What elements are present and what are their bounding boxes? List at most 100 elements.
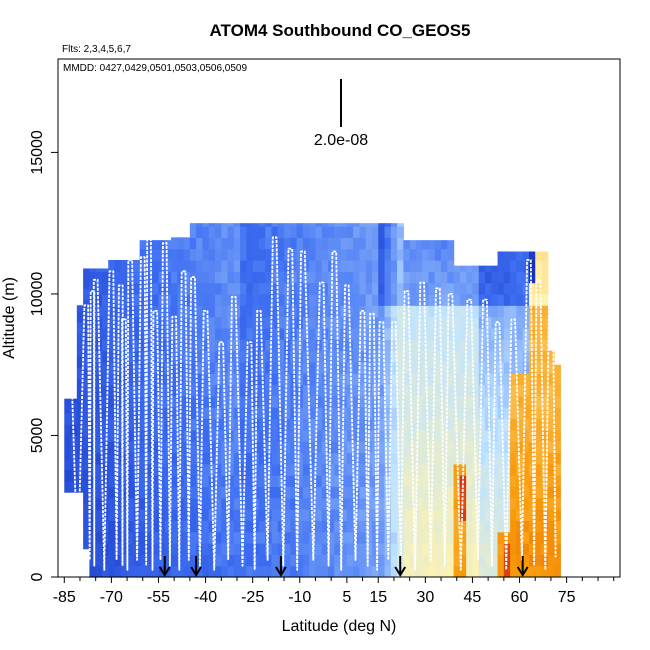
- heatmap-cell: [516, 418, 524, 431]
- heatmap-cell: [309, 339, 317, 352]
- heatmap-cell: [227, 441, 235, 454]
- heatmap-cell: [177, 543, 185, 555]
- heatmap-cell: [202, 395, 210, 408]
- heatmap-cell: [554, 497, 561, 510]
- heatmap-cell: [284, 463, 291, 476]
- heatmap-cell: [403, 240, 411, 250]
- heatmap-cell: [434, 418, 442, 431]
- heatmap-cell: [315, 305, 323, 318]
- heatmap-cell: [390, 418, 398, 431]
- heatmap-cell: [346, 282, 354, 295]
- heatmap-cell: [478, 305, 486, 318]
- heatmap-cell: [214, 271, 222, 284]
- heatmap-cell: [434, 327, 442, 340]
- heatmap-cell: [302, 237, 310, 250]
- heatmap-cell: [315, 226, 323, 238]
- heatmap-cell: [127, 350, 134, 363]
- heatmap-cell: [535, 305, 543, 318]
- heatmap-cell: [208, 407, 216, 420]
- heatmap-cell: [321, 361, 329, 374]
- heatmap-cell: [120, 282, 128, 295]
- heatmap-cell: [447, 565, 455, 578]
- heatmap-cell: [453, 316, 461, 329]
- heatmap-cell: [340, 237, 348, 250]
- heatmap-cell: [164, 543, 172, 555]
- heatmap-cell: [315, 497, 323, 510]
- heatmap-cell: [127, 384, 134, 397]
- heatmap-cell: [202, 543, 210, 555]
- heatmap-cell: [284, 497, 291, 510]
- heatmap-cell: [284, 293, 291, 306]
- heatmap-cell: [441, 248, 448, 261]
- heatmap-cell: [108, 305, 116, 318]
- heatmap-cell: [422, 543, 430, 555]
- heatmap-cell: [139, 429, 147, 442]
- heatmap-cell: [334, 475, 342, 488]
- heatmap-cell: [353, 441, 361, 454]
- heatmap-cell: [353, 271, 361, 284]
- heatmap-cell: [459, 554, 467, 567]
- heatmap-cell: [114, 327, 122, 340]
- heatmap-cell: [321, 475, 329, 488]
- heatmap-cell: [133, 463, 141, 476]
- heatmap-cell: [403, 486, 411, 499]
- heatmap-cell: [101, 554, 109, 567]
- heatmap-cell: [321, 554, 329, 567]
- heatmap-cell: [409, 327, 417, 340]
- heatmap-cell: [510, 350, 517, 363]
- heatmap-cell: [139, 248, 147, 261]
- heatmap-cell: [447, 240, 455, 250]
- heatmap-cell: [441, 259, 448, 272]
- heatmap-cell: [516, 429, 524, 442]
- heatmap-cell: [497, 475, 505, 488]
- heatmap-cell: [453, 452, 461, 465]
- heatmap-cell: [271, 237, 279, 250]
- heatmap-cell: [491, 293, 499, 306]
- heatmap-cell: [491, 509, 499, 521]
- heatmap-cell: [108, 463, 116, 476]
- heatmap-cell: [221, 452, 229, 465]
- heatmap-cell: [258, 327, 266, 340]
- heatmap-cell: [403, 282, 411, 295]
- heatmap-cell: [541, 395, 549, 408]
- heatmap-cell: [503, 509, 511, 521]
- heatmap-cell: [535, 259, 543, 272]
- heatmap-cell: [233, 452, 241, 465]
- heatmap-cell: [359, 316, 367, 329]
- heatmap-cell: [478, 475, 486, 488]
- heatmap-cell: [284, 441, 291, 454]
- heatmap-cell: [516, 282, 524, 295]
- heatmap-cell: [258, 475, 266, 488]
- heatmap-cell: [397, 361, 404, 374]
- heatmap-cell: [246, 316, 254, 329]
- heatmap-cell: [365, 226, 373, 238]
- heatmap-cell: [145, 463, 153, 476]
- heatmap-cell: [183, 271, 191, 284]
- heatmap-cell: [127, 554, 134, 567]
- heatmap-cell: [202, 271, 210, 284]
- heatmap-cell: [371, 282, 379, 295]
- heatmap-cell: [472, 429, 480, 442]
- heatmap-cell: [246, 271, 254, 284]
- heatmap-cell: [340, 226, 348, 238]
- heatmap-cell: [365, 237, 373, 250]
- heatmap-cell: [353, 373, 361, 386]
- heatmap-cell: [309, 305, 317, 318]
- heatmap-cell: [202, 565, 210, 578]
- heatmap-cell: [491, 554, 499, 567]
- heatmap-cell: [133, 384, 141, 397]
- heatmap-cell: [522, 305, 530, 318]
- heatmap-cell: [422, 407, 430, 420]
- heatmap-cell: [246, 486, 254, 499]
- heatmap-cell: [384, 429, 392, 442]
- heatmap-cell: [466, 531, 474, 544]
- heatmap-cell: [214, 565, 222, 578]
- heatmap-cell: [541, 327, 549, 340]
- heatmap-cell: [196, 441, 204, 454]
- heatmap-cell: [227, 259, 235, 272]
- heatmap-cell: [371, 237, 379, 250]
- heatmap-cell: [271, 441, 279, 454]
- heatmap-cell: [516, 520, 524, 533]
- heatmap-cell: [246, 305, 254, 318]
- heatmap-cell: [434, 373, 442, 386]
